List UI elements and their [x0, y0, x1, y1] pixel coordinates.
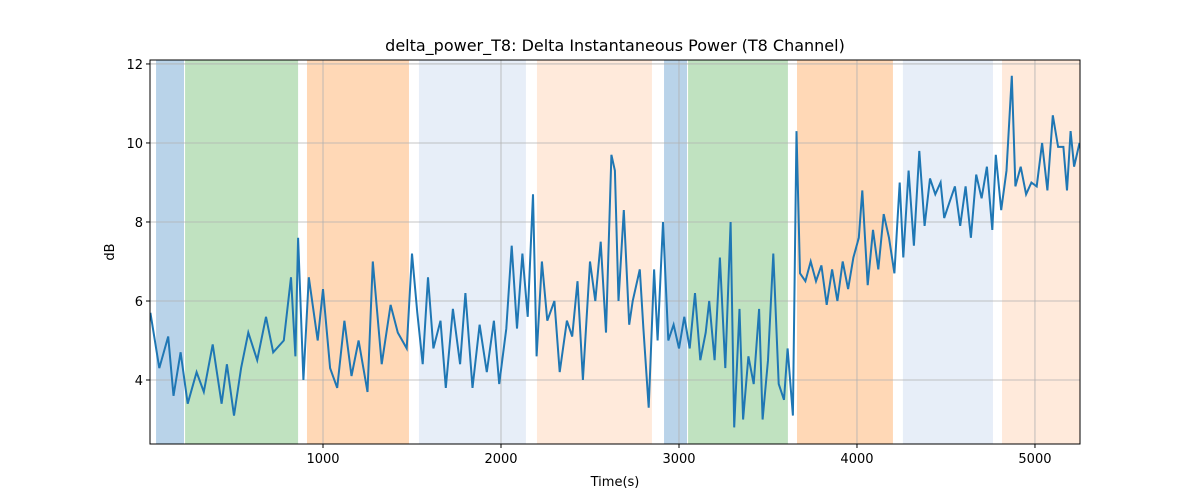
- data-line: [150, 75, 1080, 428]
- chart-title: delta_power_T8: Delta Instantaneous Powe…: [385, 36, 845, 56]
- x-tick-label: 2000: [484, 452, 517, 467]
- y-tick-label: 6: [135, 295, 143, 310]
- plot-frame: [149, 59, 1081, 445]
- x-tick-label: 4000: [840, 452, 873, 467]
- shaded-span: [796, 60, 893, 444]
- shaded-span: [664, 60, 687, 444]
- x-tick-label: 5000: [1018, 452, 1051, 467]
- shaded-span: [688, 60, 788, 444]
- shaded-span: [902, 60, 993, 444]
- y-axis-label: dB: [103, 243, 118, 260]
- y-tick-label: 12: [126, 58, 143, 73]
- x-tick-label: 3000: [662, 452, 695, 467]
- shaded-span: [156, 60, 184, 444]
- x-axis-label: Time(s): [590, 475, 640, 490]
- shaded-span: [536, 60, 652, 444]
- x-tick-label: 1000: [306, 452, 339, 467]
- y-tick-label: 8: [135, 216, 143, 231]
- y-tick-label: 4: [135, 374, 143, 389]
- y-tick-label: 10: [126, 137, 143, 152]
- shaded-span: [306, 60, 409, 444]
